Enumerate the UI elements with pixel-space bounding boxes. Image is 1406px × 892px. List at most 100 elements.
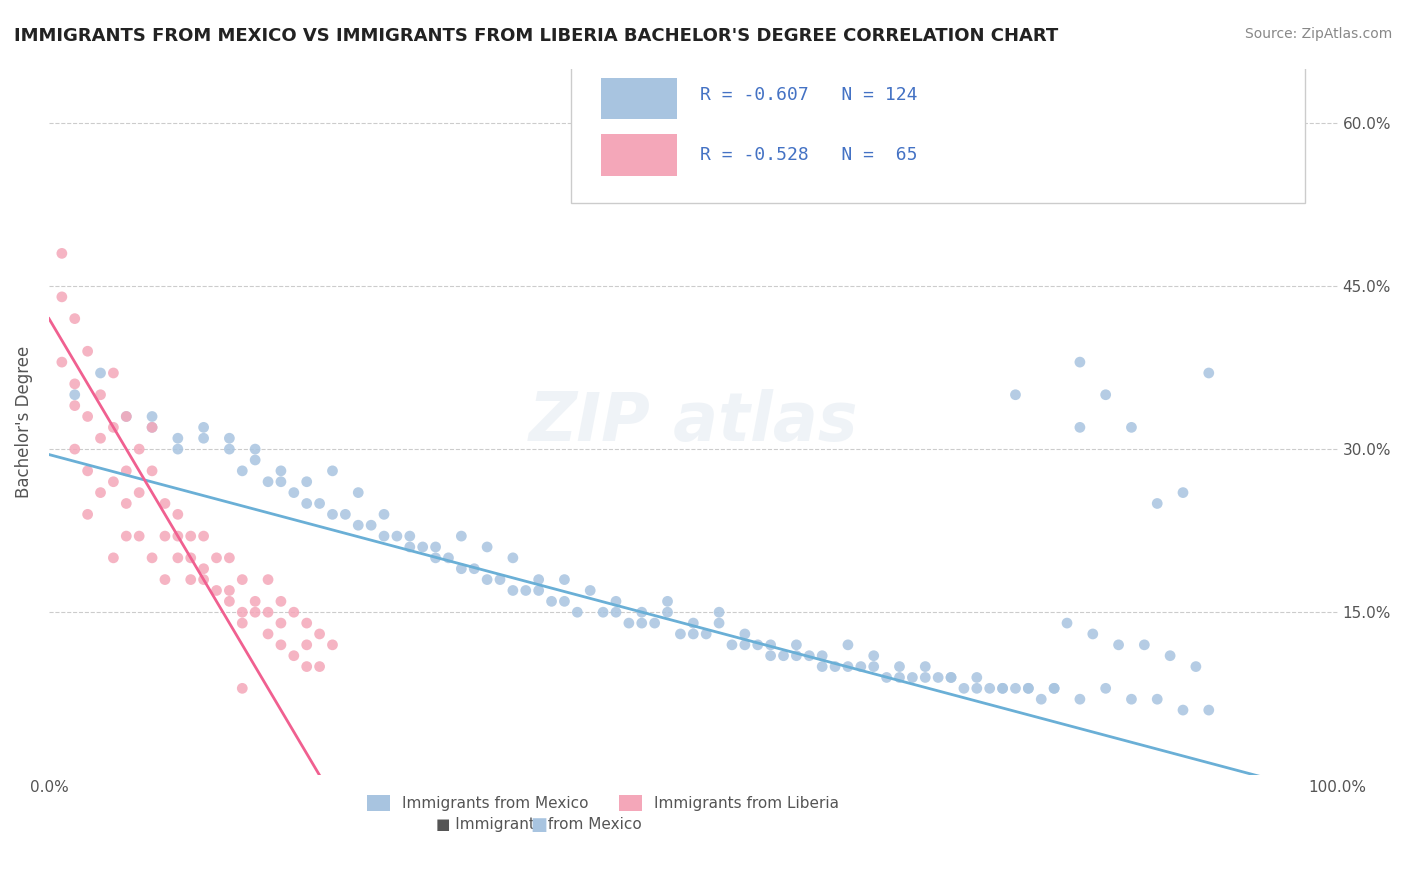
Point <box>721 638 744 652</box>
Point <box>166 508 188 522</box>
Point <box>231 464 253 478</box>
Text: R = -0.607   N = 124: R = -0.607 N = 124 <box>700 87 917 104</box>
Point <box>1069 355 1091 369</box>
Point <box>153 529 176 543</box>
Text: IMMIGRANTS FROM MEXICO VS IMMIGRANTS FROM LIBERIA BACHELOR'S DEGREE CORRELATION : IMMIGRANTS FROM MEXICO VS IMMIGRANTS FRO… <box>14 27 1059 45</box>
Point <box>412 540 434 554</box>
Point <box>527 583 550 598</box>
Point <box>617 616 640 631</box>
Point <box>347 518 370 533</box>
Y-axis label: Bachelor's Degree: Bachelor's Degree <box>15 346 32 498</box>
Point <box>141 420 163 434</box>
Point <box>1043 681 1066 696</box>
Point <box>695 627 717 641</box>
Point <box>991 681 1014 696</box>
Point <box>785 638 807 652</box>
Point <box>502 550 524 565</box>
Point <box>283 485 305 500</box>
Point <box>579 583 602 598</box>
Point <box>914 659 936 673</box>
Point <box>991 681 1014 696</box>
Point <box>76 344 98 359</box>
Text: ZIP atlas: ZIP atlas <box>529 389 858 455</box>
Point <box>1017 681 1039 696</box>
Point <box>1198 703 1220 717</box>
Point <box>966 681 988 696</box>
Point <box>657 594 679 608</box>
Point <box>321 464 343 478</box>
Point <box>1004 681 1026 696</box>
Point <box>308 659 330 673</box>
Point <box>166 529 188 543</box>
FancyBboxPatch shape <box>571 62 1305 202</box>
Point <box>128 485 150 500</box>
Point <box>1069 692 1091 706</box>
Point <box>1094 388 1116 402</box>
Point <box>180 550 202 565</box>
Point <box>347 485 370 500</box>
Point <box>103 366 125 380</box>
Point <box>605 594 627 608</box>
Point <box>1121 692 1143 706</box>
Point <box>153 496 176 510</box>
Point <box>1171 703 1194 717</box>
Point <box>901 670 924 684</box>
Point <box>218 442 240 456</box>
Point <box>115 464 138 478</box>
Point <box>437 550 460 565</box>
Point <box>734 638 756 652</box>
Point <box>1081 627 1104 641</box>
Point <box>630 605 652 619</box>
Point <box>811 659 834 673</box>
Point <box>257 573 280 587</box>
Point <box>257 475 280 489</box>
Point <box>283 605 305 619</box>
Point <box>939 670 962 684</box>
Point <box>707 616 730 631</box>
Point <box>193 529 215 543</box>
Point <box>837 659 859 673</box>
Point <box>1121 420 1143 434</box>
Point <box>502 583 524 598</box>
Point <box>153 573 176 587</box>
Point <box>166 550 188 565</box>
Point <box>231 616 253 631</box>
Text: Source: ZipAtlas.com: Source: ZipAtlas.com <box>1244 27 1392 41</box>
Point <box>243 442 266 456</box>
Point <box>592 605 614 619</box>
Legend: Immigrants from Mexico, Immigrants from Liberia: Immigrants from Mexico, Immigrants from … <box>361 789 845 817</box>
Point <box>166 442 188 456</box>
Point <box>180 529 202 543</box>
Point <box>115 529 138 543</box>
Point <box>270 594 292 608</box>
Point <box>51 246 73 260</box>
Point <box>270 638 292 652</box>
Point <box>1094 681 1116 696</box>
Point <box>218 583 240 598</box>
Point <box>785 648 807 663</box>
Point <box>824 659 846 673</box>
Point <box>914 670 936 684</box>
Point <box>1069 420 1091 434</box>
Point <box>849 659 872 673</box>
Point <box>295 616 318 631</box>
Point <box>218 550 240 565</box>
Point <box>1159 648 1181 663</box>
Point <box>644 616 666 631</box>
Point <box>567 605 589 619</box>
Point <box>243 453 266 467</box>
Point <box>295 475 318 489</box>
Point <box>193 420 215 434</box>
FancyBboxPatch shape <box>600 135 676 176</box>
Point <box>141 420 163 434</box>
Point <box>515 583 537 598</box>
Point <box>862 648 884 663</box>
Point <box>1031 692 1053 706</box>
Point <box>115 409 138 424</box>
Point <box>89 431 111 445</box>
Point <box>63 311 86 326</box>
Point <box>141 409 163 424</box>
Point <box>89 388 111 402</box>
Point <box>799 648 821 663</box>
Point <box>89 366 111 380</box>
